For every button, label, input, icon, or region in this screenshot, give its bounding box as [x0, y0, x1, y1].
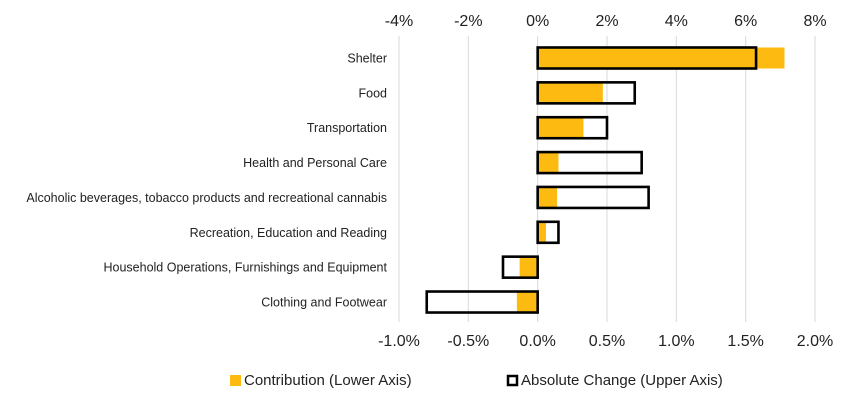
upper-axis-tick-label: -4% [385, 13, 413, 30]
category-label: Food [359, 86, 388, 100]
upper-axis: -4% -2% 0% 2% 4% 6% 8% [385, 13, 827, 30]
category-label: Alcoholic beverages, tobacco products an… [26, 191, 387, 205]
upper-axis-tick-label: 4% [665, 13, 688, 30]
lower-axis-tick-label: -1.0% [378, 333, 420, 350]
category-labels: Shelter Food Transportation Health and Pers… [26, 52, 387, 310]
lower-axis-tick-label: 2.0% [797, 333, 833, 350]
contribution-bar [537, 221, 546, 243]
lower-axis-tick-label: 0.5% [589, 333, 625, 350]
absolute-change-bar [536, 81, 637, 105]
contribution-bar [519, 256, 538, 278]
absolute-change-bar [536, 185, 650, 210]
upper-axis-tick-label: 0% [526, 13, 549, 30]
lower-axis: -1.0% -0.5% 0.0% 0.5% 1.0% 1.5% 2.0% [378, 333, 833, 350]
gridlines [398, 36, 816, 322]
upper-axis-tick-label: 8% [803, 13, 826, 30]
absolute-change-bar [536, 220, 560, 245]
upper-axis-tick-label: 2% [595, 13, 618, 30]
legend-label-contribution: Contribution (Lower Axis) [244, 372, 412, 389]
lower-axis-tick-label: 0.0% [519, 333, 555, 350]
absolute-change-bar [536, 150, 643, 175]
category-label: Clothing and Footwear [261, 296, 387, 310]
upper-axis-tick-label: 6% [734, 13, 757, 30]
legend: Contribution (Lower Axis) Absolute Chang… [230, 372, 723, 389]
lower-axis-tick-label: 1.0% [658, 333, 694, 350]
category-label: Health and Personal Care [243, 156, 387, 170]
contribution-bar [516, 291, 538, 313]
absolute-change-bar [536, 115, 609, 140]
category-label: Recreation, Education and Reading [190, 226, 387, 240]
contribution-bar [537, 82, 603, 104]
upper-axis-tick-label: -2% [454, 13, 482, 30]
category-label: Transportation [307, 121, 387, 135]
bars [425, 46, 785, 314]
contribution-bar [537, 186, 558, 208]
absolute-change-bar [501, 255, 539, 279]
legend-swatch-contribution [230, 375, 241, 386]
absolute-change-bar [536, 46, 758, 70]
contribution-bar [537, 117, 584, 139]
category-label: Household Operations, Furnishings and Eq… [103, 261, 387, 275]
absolute-change-bar [425, 290, 539, 314]
contribution-bar [537, 47, 785, 69]
lower-axis-tick-label: -0.5% [447, 333, 489, 350]
contribution-bar [537, 152, 559, 174]
lower-axis-tick-label: 1.5% [727, 333, 763, 350]
category-label: Shelter [347, 52, 387, 66]
legend-label-absolute-change: Absolute Change (Upper Axis) [521, 372, 723, 389]
legend-swatch-absolute-change [506, 374, 519, 387]
